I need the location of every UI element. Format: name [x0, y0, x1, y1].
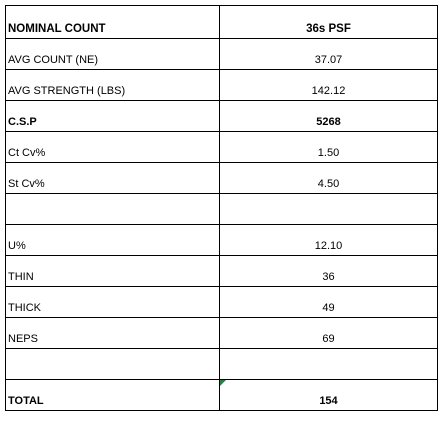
cell-value-total[interactable]: 154 [219, 379, 438, 411]
cell-value-csp[interactable]: 5268 [219, 100, 438, 132]
cell-value-nominal-count[interactable]: 36s PSF [219, 5, 438, 39]
cell-value-total-text: 154 [319, 395, 338, 407]
table-row-neps: NEPS 69 [5, 317, 438, 349]
table-row-st-cv: St Cv% 4.50 [5, 162, 438, 194]
cell-label-total[interactable]: TOTAL [5, 379, 220, 411]
formula-error-indicator-icon [220, 380, 226, 386]
cell-value-st-cv[interactable]: 4.50 [219, 162, 438, 194]
spreadsheet-table-area: NOMINAL COUNT 36s PSF AVG COUNT (NE) 37.… [5, 5, 438, 435]
table-row-csp: C.S.P 5268 [5, 100, 438, 132]
cell-label-ct-cv[interactable]: Ct Cv% [5, 131, 220, 163]
cell-label-st-cv[interactable]: St Cv% [5, 162, 220, 194]
cell-label-empty-2[interactable] [5, 348, 220, 380]
cell-label-thick[interactable]: THICK [5, 286, 220, 318]
table-row-total: TOTAL 154 [5, 379, 438, 411]
cell-label-avg-count[interactable]: AVG COUNT (NE) [5, 38, 220, 70]
table-row-avg-strength: AVG STRENGTH (LBS) 142.12 [5, 69, 438, 101]
table-row-thin: THIN 36 [5, 255, 438, 287]
cell-value-avg-count[interactable]: 37.07 [219, 38, 438, 70]
cell-value-avg-strength[interactable]: 142.12 [219, 69, 438, 101]
cell-label-empty-1[interactable] [5, 193, 220, 225]
cell-label-u-percent[interactable]: U% [5, 224, 220, 256]
cell-value-empty-2[interactable] [219, 348, 438, 380]
table-row-u-percent: U% 12.10 [5, 224, 438, 256]
table-row-nominal-count: NOMINAL COUNT 36s PSF [5, 5, 438, 39]
table-row-empty-2 [5, 348, 438, 380]
table-row-empty-1 [5, 193, 438, 225]
cell-value-u-percent[interactable]: 12.10 [219, 224, 438, 256]
cell-value-neps[interactable]: 69 [219, 317, 438, 349]
cell-label-csp[interactable]: C.S.P [5, 100, 220, 132]
cell-value-thin[interactable]: 36 [219, 255, 438, 287]
yarn-test-report-table: NOMINAL COUNT 36s PSF AVG COUNT (NE) 37.… [5, 5, 438, 411]
cell-label-avg-strength[interactable]: AVG STRENGTH (LBS) [5, 69, 220, 101]
cell-label-neps[interactable]: NEPS [5, 317, 220, 349]
cell-label-thin[interactable]: THIN [5, 255, 220, 287]
table-row-avg-count: AVG COUNT (NE) 37.07 [5, 38, 438, 70]
cell-value-empty-1[interactable] [219, 193, 438, 225]
cell-value-thick[interactable]: 49 [219, 286, 438, 318]
cell-label-nominal-count[interactable]: NOMINAL COUNT [5, 5, 220, 39]
cell-value-ct-cv[interactable]: 1.50 [219, 131, 438, 163]
table-row-thick: THICK 49 [5, 286, 438, 318]
table-row-ct-cv: Ct Cv% 1.50 [5, 131, 438, 163]
